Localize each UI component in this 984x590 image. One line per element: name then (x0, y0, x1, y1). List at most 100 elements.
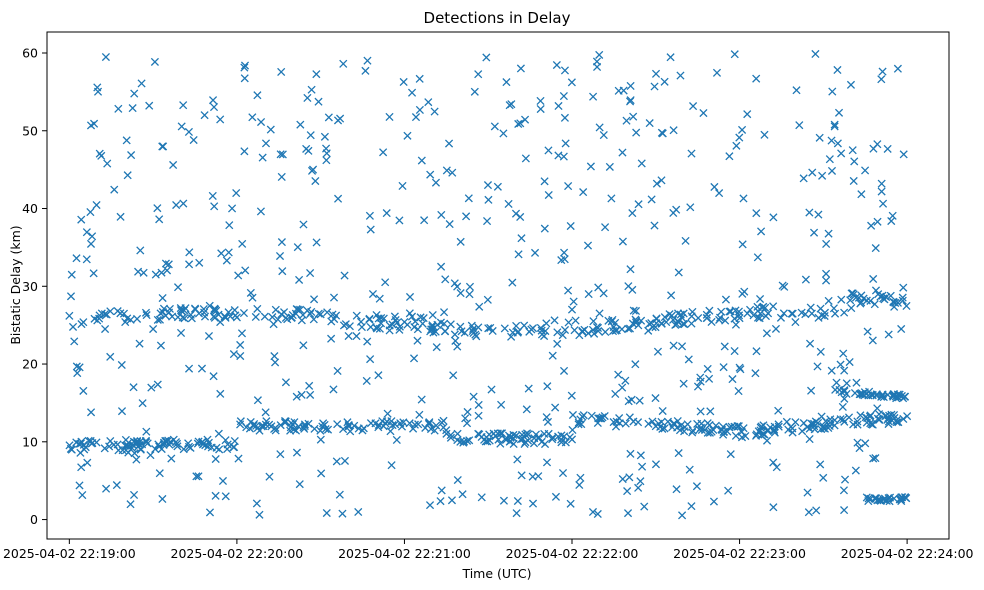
scatter-point (571, 316, 580, 325)
scatter-point (871, 454, 880, 463)
scatter-point (679, 379, 688, 388)
scatter-point (354, 507, 363, 517)
scatter-point (889, 410, 899, 420)
scatter-point (324, 113, 333, 122)
scatter-point (830, 120, 839, 129)
scatter-point (106, 307, 115, 316)
scatter-point (877, 187, 886, 196)
scatter-point (333, 366, 342, 375)
scatter-point (103, 159, 112, 168)
scatter-point (165, 304, 174, 313)
scatter-point (640, 502, 649, 511)
scatter-point (508, 328, 517, 337)
scatter-point (788, 309, 797, 318)
scatter-point (316, 426, 325, 435)
scatter-point (834, 108, 844, 117)
scatter-point (840, 308, 849, 317)
scatter-point (307, 166, 317, 175)
scatter-point (888, 211, 897, 220)
scatter-point (511, 209, 521, 218)
scatter-point (75, 481, 84, 490)
scatter-point (853, 417, 862, 426)
scatter-point (463, 407, 472, 417)
scatter-point (858, 389, 867, 398)
scatter-point (277, 67, 286, 76)
scatter-point (449, 371, 458, 380)
scatter-point (791, 418, 800, 427)
scatter-point (776, 313, 786, 322)
scatter-point (460, 328, 469, 337)
scatter-point (208, 191, 217, 200)
scatter-point (845, 357, 854, 367)
scatter-point (340, 456, 350, 465)
scatter-point (327, 334, 336, 343)
scatter-point (601, 327, 610, 337)
scatter-point (648, 323, 657, 332)
scatter-point (474, 70, 483, 79)
scatter-point (846, 80, 856, 89)
y-tick-label: 50 (22, 123, 38, 138)
scatter-point (395, 322, 404, 331)
scatter-point (898, 293, 907, 302)
scatter-point (559, 152, 568, 161)
scatter-point (586, 162, 595, 171)
scatter-point (456, 322, 465, 331)
scatter-point (536, 323, 545, 332)
scatter-point (151, 270, 160, 279)
scatter-point (703, 428, 712, 437)
scatter-point (365, 211, 374, 220)
scatter-point (147, 383, 156, 392)
scatter-point (354, 424, 363, 433)
scatter-point (725, 307, 734, 316)
scatter-point (880, 494, 889, 503)
scatter-point (873, 217, 882, 226)
scatter-point (833, 139, 842, 148)
scatter-point (255, 510, 264, 519)
scatter-point (409, 354, 419, 363)
scatter-point (299, 341, 308, 350)
scatter-point (130, 89, 139, 98)
scatter-point (869, 454, 878, 463)
scatter-point (230, 436, 239, 446)
scatter-point (456, 237, 465, 246)
scatter-point (600, 411, 609, 421)
scatter-point (260, 312, 269, 321)
scatter-point (385, 112, 394, 122)
scatter-point (413, 336, 422, 345)
scatter-point (437, 486, 446, 495)
scatter-point (804, 508, 813, 517)
scatter-point (566, 499, 575, 508)
scatter-point (568, 410, 578, 420)
scatter-point (680, 320, 689, 329)
scatter-point (757, 227, 766, 236)
scatter-point (185, 260, 194, 269)
scatter-point (803, 423, 812, 432)
scatter-point (405, 419, 414, 428)
scatter-point (224, 248, 233, 257)
scatter-point (155, 215, 164, 224)
scatter-point (95, 149, 104, 158)
scatter-point (605, 162, 614, 171)
scatter-point (310, 424, 319, 433)
scatter-point (618, 148, 627, 157)
scatter-point (366, 355, 375, 364)
scatter-point (889, 391, 898, 400)
scatter-point (611, 326, 620, 335)
scatter-point (516, 435, 526, 444)
scatter-point (762, 329, 771, 338)
scatter-point (769, 302, 778, 311)
scatter-point (442, 166, 451, 175)
scatter-point (774, 406, 783, 415)
scatter-point (136, 246, 145, 255)
scatter-point (334, 194, 343, 203)
scatter-point (851, 466, 860, 475)
scatter-point (295, 480, 304, 489)
scatter-point (798, 427, 807, 436)
scatter-point (548, 351, 557, 360)
scatter-point (253, 396, 262, 405)
scatter-point (651, 323, 660, 332)
scatter-point (853, 438, 862, 447)
scatter-point (372, 324, 382, 333)
scatter-point (471, 330, 480, 339)
